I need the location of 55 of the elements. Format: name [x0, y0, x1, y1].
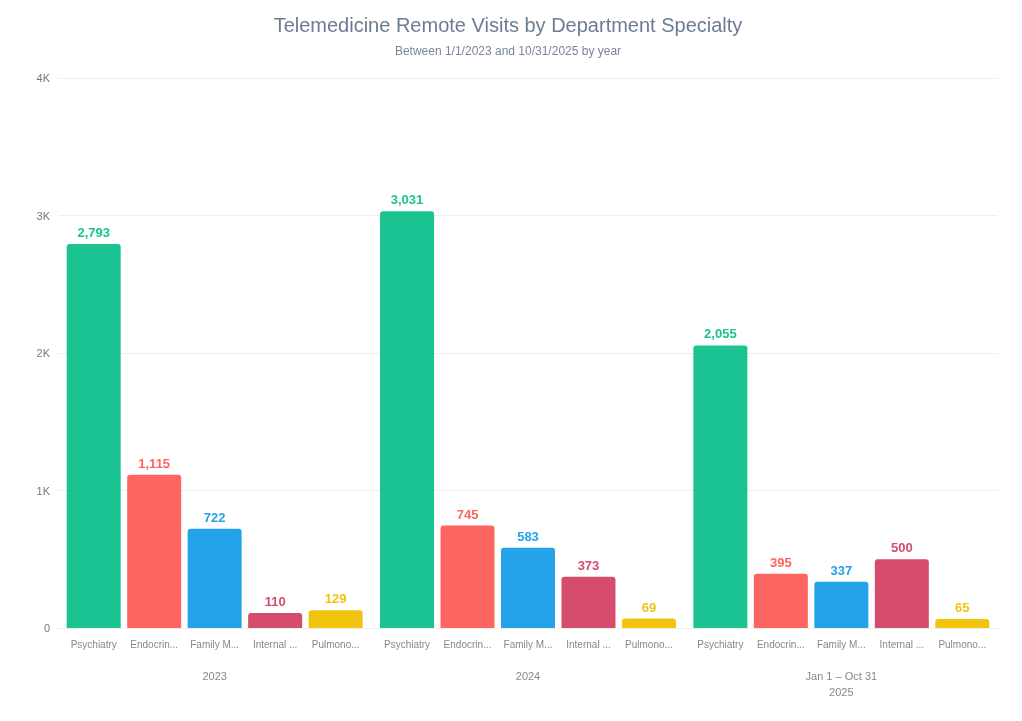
- y-tick-label: 3K: [36, 209, 51, 222]
- text: Pulmono...: [625, 638, 673, 650]
- y-tick-label: 0: [43, 622, 50, 634]
- bar: [127, 474, 182, 628]
- text: Endocrin...: [443, 638, 492, 650]
- bar: [308, 610, 363, 628]
- data-label: 395: [770, 554, 792, 570]
- text: Internal ...: [879, 638, 925, 650]
- data-label: 745: [456, 506, 479, 522]
- bar: [874, 559, 929, 628]
- chart-title: Telemedicine Remote Visits by Department Specialty: [273, 14, 743, 36]
- bar: [66, 243, 121, 628]
- data-label: 583: [517, 528, 539, 544]
- series-label: Internal ...: [252, 638, 298, 650]
- text: Endocrin...: [756, 638, 805, 650]
- text: Pulmono...: [938, 638, 987, 650]
- series-label: Endocrin...: [130, 638, 179, 650]
- bar: [693, 345, 748, 628]
- text: Psychiatry: [697, 638, 744, 650]
- bar: [440, 525, 495, 628]
- series-label: Pulmono...: [311, 638, 360, 650]
- data-label: 65: [955, 600, 970, 616]
- bar: [814, 581, 869, 628]
- x-tick-label: 2024: [515, 670, 541, 682]
- bar: [248, 612, 303, 628]
- bar: [187, 528, 242, 628]
- series-label: Psychiatry: [70, 638, 117, 650]
- data-label: 373: [577, 557, 600, 573]
- chart-subtitle: Between 1/1/2023 and 10/31/2025 by year: [394, 44, 622, 58]
- data-label: 722: [203, 509, 226, 525]
- data-label: 69: [641, 599, 657, 615]
- data-label: 337: [830, 562, 853, 578]
- data-label: 129: [324, 591, 347, 607]
- bar: [621, 618, 676, 628]
- data-label: 3,031: [390, 192, 424, 208]
- bar: [501, 547, 555, 628]
- text: Psychiatry: [383, 638, 431, 650]
- text: Internal ...: [566, 638, 611, 650]
- x-tick-label: Jan 1 – Oct 31 2025: [805, 670, 878, 698]
- bar: [380, 211, 435, 628]
- data-label: 1,115: [138, 455, 171, 471]
- data-label: 500: [890, 540, 913, 556]
- y-tick-label: 2K: [36, 347, 51, 359]
- y-tick-label: 4K: [36, 72, 51, 84]
- text: Family M...: [503, 638, 553, 650]
- bar: [561, 576, 616, 628]
- data-label: 2,793: [77, 224, 110, 240]
- bar: [753, 573, 808, 628]
- series-label: Family M...: [190, 638, 240, 650]
- bar: [935, 619, 990, 628]
- x-tick-label: 2023: [202, 670, 227, 682]
- data-label: 2,055: [704, 326, 737, 342]
- text: Family M...: [816, 638, 866, 650]
- y-tick-label: 1K: [36, 484, 51, 497]
- data-label: 110: [264, 593, 286, 609]
